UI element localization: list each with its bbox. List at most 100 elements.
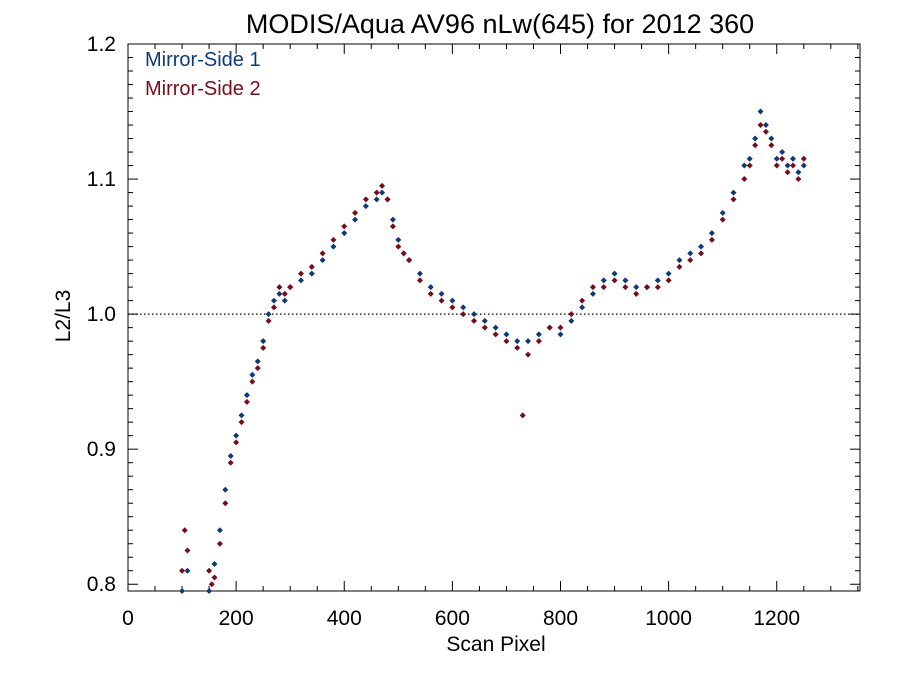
data-point [427,284,434,291]
data-point [379,189,386,196]
data-point [800,162,807,169]
x-tick-label: 1200 [753,607,800,630]
y-tick-label: 0.8 [87,573,116,596]
data-point [757,108,764,115]
data-point [254,358,261,365]
data-point [784,162,791,169]
data-point [270,297,277,304]
data-point [568,317,575,324]
data-point [243,398,250,405]
data-point [319,257,326,264]
data-point [687,250,694,257]
data-point [362,203,369,210]
data-point [238,419,245,426]
data-point [308,263,315,270]
chart-title: MODIS/Aqua AV96 nLw(645) for 2012 360 [246,9,754,39]
data-point [297,277,304,284]
data-point [741,162,748,169]
data-point [779,155,786,162]
data-point [519,412,526,419]
data-point [406,257,413,264]
legend-entry-2: Mirror-Side 2 [145,78,261,100]
data-point [341,223,348,230]
data-point [600,277,607,284]
x-tick-label: 600 [435,607,470,630]
data-point [784,169,791,176]
data-point [535,338,542,345]
data-point [373,196,380,203]
data-point [341,230,348,237]
data-point [514,338,521,345]
data-point [557,331,564,338]
data-point [384,196,391,203]
data-point [254,365,261,372]
data-point [216,540,223,547]
data-point [503,338,510,345]
data-point [179,588,186,594]
data-point [427,290,434,297]
data-point [779,149,786,156]
data-point [795,176,802,183]
data-point [579,304,586,311]
data-point [211,560,218,567]
data-point [589,290,596,297]
data-point [184,547,191,554]
data-point [768,135,775,142]
data-point [665,277,672,284]
data-point [208,581,215,588]
data-point [352,216,359,223]
data-point [757,122,764,129]
data-point [319,250,326,257]
series-1 [179,108,807,594]
data-point [460,311,467,318]
x-tick-label: 1000 [645,607,692,630]
x-axis-label: Scan Pixel [446,633,545,656]
data-point [216,527,223,534]
data-point [281,290,288,297]
data-point [233,439,240,446]
data-point [622,277,629,284]
data-point [746,162,753,169]
y-tick-label: 1.1 [87,168,116,191]
data-point [579,297,586,304]
data-point [373,189,380,196]
data-point [719,209,726,216]
data-point [470,311,477,318]
data-point [379,182,386,189]
data-point [665,270,672,277]
data-point [698,250,705,257]
data-point [389,216,396,223]
data-point [260,344,267,351]
data-point [611,270,618,277]
data-point [546,324,553,331]
data-point [181,527,188,534]
data-point [589,284,596,291]
data-point [416,277,423,284]
data-point [503,331,510,338]
data-point [600,284,607,291]
data-points [179,108,807,594]
data-point [330,236,337,243]
data-point [481,317,488,324]
data-point [265,317,272,324]
legend-entry-1: Mirror-Side 1 [145,49,261,71]
y-axis-label: L2/L3 [52,290,75,343]
data-point [768,142,775,149]
data-point [525,351,532,358]
data-point [741,176,748,183]
data-point [438,290,445,297]
data-point [773,155,780,162]
y-tick-label: 1.0 [87,303,116,326]
data-point [800,155,807,162]
data-point [698,243,705,250]
plot-frame [127,43,861,592]
data-point [265,311,272,318]
data-point [270,304,277,311]
data-point [238,412,245,419]
data-point [514,344,521,351]
data-point [643,284,650,291]
data-point [470,317,477,324]
data-point [233,432,240,439]
data-point [249,371,256,378]
data-point [389,223,396,230]
